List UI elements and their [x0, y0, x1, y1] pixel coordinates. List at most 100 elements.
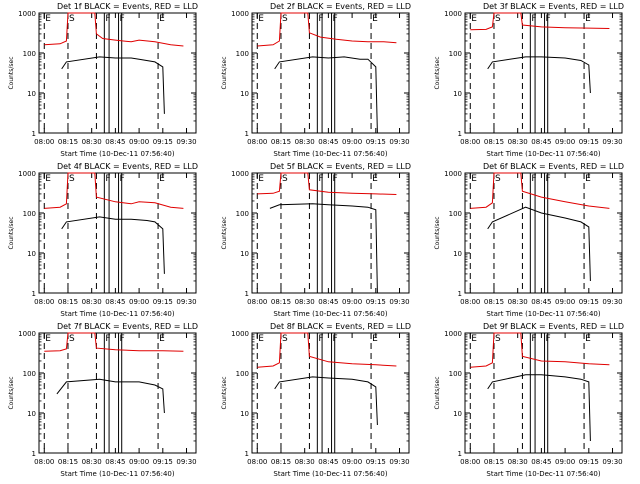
- series-events-line: [487, 56, 591, 94]
- event-marker-label: F: [105, 14, 110, 24]
- event-marker-label: S: [69, 334, 75, 344]
- y-tick-label: 1000: [444, 10, 462, 18]
- y-tick-label: 10: [240, 90, 249, 98]
- series-lld-line: [470, 12, 610, 31]
- x-tick-label: 08:45: [531, 298, 551, 306]
- x-tick-label: 09:00: [342, 138, 362, 146]
- x-tick-label: 09:00: [129, 458, 149, 466]
- series-events-line: [56, 378, 165, 414]
- event-marker-label: S: [282, 174, 288, 184]
- panel-title: Det 8f BLACK = Events, RED = LLD: [270, 322, 411, 331]
- series-events-line: [269, 203, 378, 294]
- x-tick-label: 09:00: [129, 138, 149, 146]
- y-axis-label: Counts/sec: [221, 56, 228, 89]
- event-marker-label: E: [372, 174, 378, 184]
- x-tick-label: 08:15: [58, 458, 78, 466]
- x-tick-label: 09:15: [366, 458, 386, 466]
- y-tick-label: 1000: [18, 170, 36, 178]
- plot-frame: [464, 332, 623, 454]
- x-tick-label: 08:30: [82, 458, 102, 466]
- event-marker-label: F: [318, 14, 323, 24]
- y-tick-label: 10: [27, 90, 36, 98]
- series-events-line: [274, 56, 378, 134]
- y-tick-label: 1000: [231, 10, 249, 18]
- x-tick-label: 09:00: [129, 298, 149, 306]
- y-tick-label: 1: [245, 130, 249, 138]
- y-tick-label: 100: [236, 50, 249, 58]
- panel-title: Det 4f BLACK = Events, RED = LLD: [57, 162, 198, 171]
- x-tick-label: 08:15: [484, 458, 504, 466]
- x-tick-label: 09:30: [602, 298, 622, 306]
- detector-panel-7: Det 7f BLACK = Events, RED = LLD Counts/s…: [8, 322, 198, 478]
- event-marker-label: S: [495, 14, 501, 24]
- series-lld-line: [44, 12, 184, 47]
- event-marker-label: F: [105, 174, 110, 184]
- event-marker-label: E: [585, 174, 591, 184]
- y-axis-label: Counts/sec: [434, 376, 441, 409]
- series-lld-line: [44, 172, 184, 209]
- detector-panel-6: Det 6f BLACK = Events, RED = LLD Counts/s…: [434, 162, 624, 318]
- x-tick-label: 09:30: [176, 298, 196, 306]
- x-tick-label: 08:30: [295, 298, 315, 306]
- x-tick-label: 09:15: [579, 458, 599, 466]
- x-tick-label: 09:30: [389, 298, 409, 306]
- x-tick-label: 08:15: [271, 138, 291, 146]
- x-tick-label: 08:00: [460, 458, 480, 466]
- event-marker-label: F: [531, 14, 536, 24]
- series-events-line: [61, 216, 165, 274]
- plot-frame: [38, 332, 197, 454]
- y-tick-label: 10: [240, 410, 249, 418]
- event-marker-label: E: [159, 174, 165, 184]
- event-marker-label: E: [258, 174, 264, 184]
- y-tick-label: 1: [458, 450, 462, 458]
- x-tick-label: 09:30: [389, 458, 409, 466]
- event-marker-label: E: [45, 174, 51, 184]
- event-marker-label: F: [318, 334, 323, 344]
- y-axis-label: Counts/sec: [434, 216, 441, 249]
- detector-panel-3: Det 3f BLACK = Events, RED = LLD Counts/s…: [434, 2, 624, 158]
- event-marker-label: F: [531, 334, 536, 344]
- y-axis-label: Counts/sec: [221, 376, 228, 409]
- series-events-line: [61, 56, 165, 114]
- x-tick-label: 08:00: [460, 298, 480, 306]
- x-tick-label: 09:15: [579, 298, 599, 306]
- y-tick-label: 1: [32, 290, 36, 298]
- plot-frame: [38, 12, 197, 134]
- x-tick-label: 09:00: [555, 138, 575, 146]
- x-tick-label: 08:45: [318, 298, 338, 306]
- panel-title: Det 7f BLACK = Events, RED = LLD: [57, 322, 198, 331]
- detector-panel-4: Det 4f BLACK = Events, RED = LLD Counts/s…: [8, 162, 198, 318]
- y-tick-label: 1000: [231, 170, 249, 178]
- x-tick-label: 09:30: [389, 138, 409, 146]
- detector-panel-5: Det 5f BLACK = Events, RED = LLD Counts/s…: [221, 162, 411, 318]
- x-tick-label: 09:15: [366, 138, 386, 146]
- x-tick-label: 08:30: [508, 298, 528, 306]
- series-events-line: [487, 206, 591, 282]
- y-tick-label: 100: [236, 370, 249, 378]
- detector-panel-8: Det 8f BLACK = Events, RED = LLD Counts/s…: [221, 322, 411, 478]
- x-tick-label: 08:45: [531, 458, 551, 466]
- x-tick-label: 08:45: [318, 458, 338, 466]
- x-tick-label: 08:30: [508, 458, 528, 466]
- series-lld-line: [257, 172, 397, 195]
- x-tick-label: 09:15: [153, 458, 173, 466]
- event-marker-label: E: [159, 334, 165, 344]
- event-marker-label: S: [495, 334, 501, 344]
- y-tick-label: 1: [245, 450, 249, 458]
- x-axis-label: Start Time (10-Dec-11 07:56:40): [60, 470, 174, 478]
- plot-frame: [251, 12, 410, 134]
- plot-frame: [38, 172, 197, 294]
- x-tick-label: 09:15: [153, 298, 173, 306]
- plot-frame: [464, 172, 623, 294]
- y-tick-label: 100: [23, 50, 36, 58]
- series-lld-line: [44, 332, 184, 352]
- event-marker-label: E: [585, 14, 591, 24]
- y-tick-label: 1000: [444, 170, 462, 178]
- event-marker-label: E: [45, 14, 51, 24]
- event-marker-label: F: [105, 334, 110, 344]
- series-lld-line: [257, 12, 397, 47]
- panel-title: Det 1f BLACK = Events, RED = LLD: [57, 2, 198, 11]
- y-tick-label: 10: [453, 410, 462, 418]
- x-tick-label: 08:15: [271, 458, 291, 466]
